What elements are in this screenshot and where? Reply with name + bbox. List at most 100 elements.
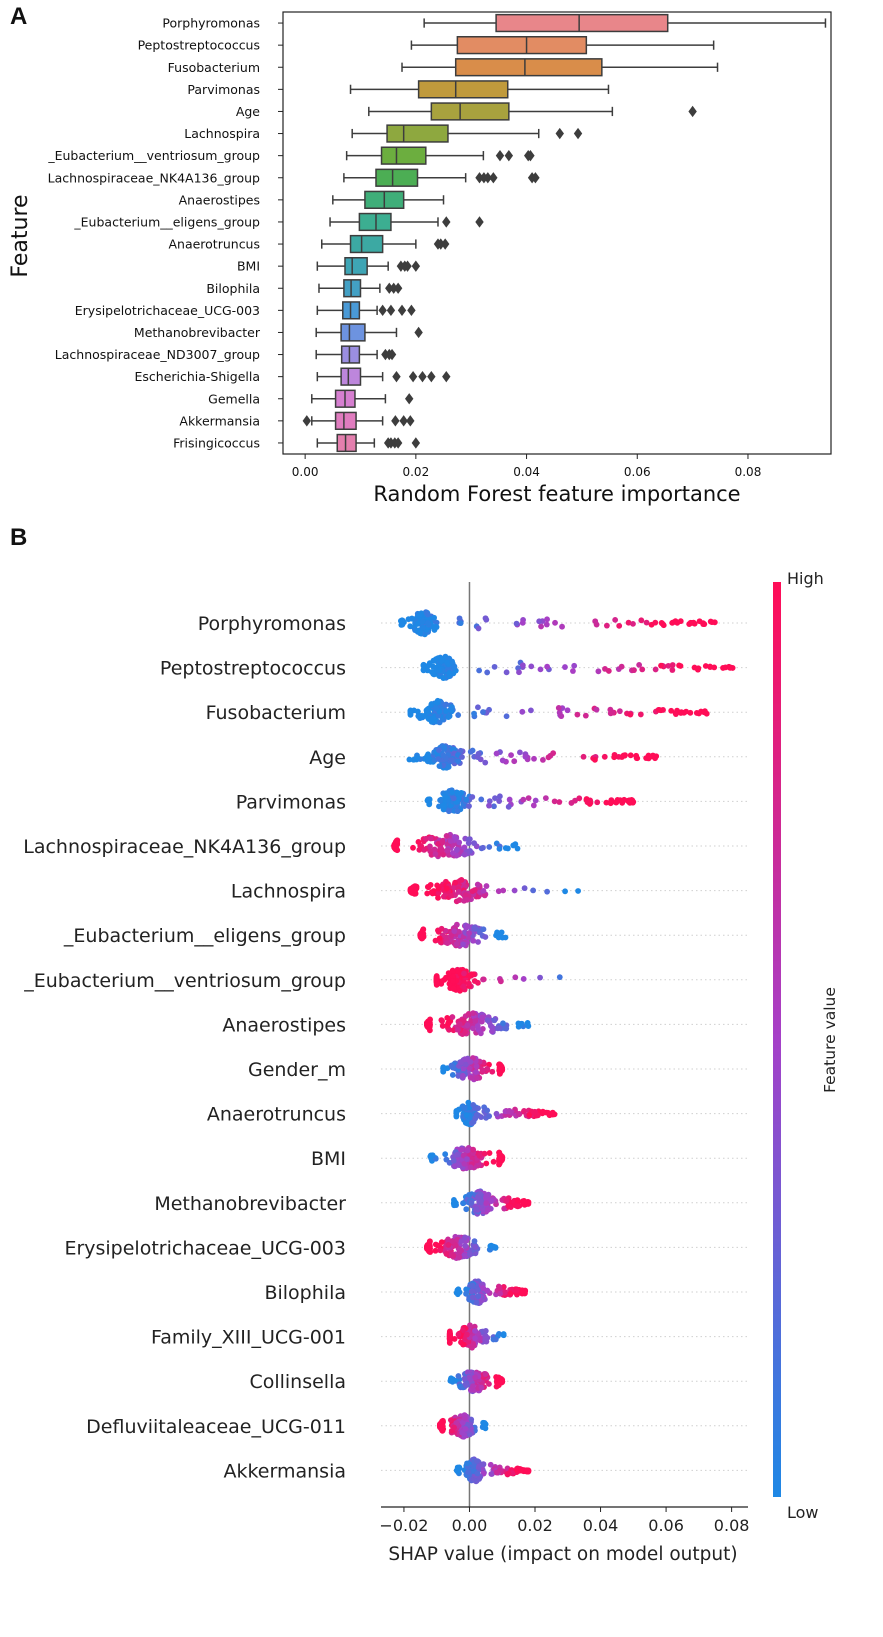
beeswarm-row-3 xyxy=(407,697,710,726)
shap-point xyxy=(392,843,398,849)
panel-a-letter: A xyxy=(10,3,27,30)
shap-point xyxy=(496,798,503,804)
shap-point xyxy=(609,709,616,716)
box-13 xyxy=(318,279,403,298)
shap-point xyxy=(445,808,452,815)
shap-point xyxy=(646,754,653,760)
shap-point xyxy=(475,979,481,986)
shap-point xyxy=(451,928,458,935)
shap-point xyxy=(472,1018,479,1024)
outlier-point xyxy=(407,304,416,317)
beeswarm-row-20 xyxy=(453,1456,532,1485)
shap-point xyxy=(492,1245,499,1251)
shap-point xyxy=(672,710,679,717)
shap-point xyxy=(656,706,663,713)
shap-point xyxy=(478,1199,485,1205)
shap-point xyxy=(515,1111,522,1118)
shap-point xyxy=(457,987,463,994)
shap-point xyxy=(633,752,640,759)
y-tick-label: Frisingicoccus xyxy=(173,435,260,450)
shap-point xyxy=(452,879,459,886)
shap-point xyxy=(448,757,455,764)
shap-point xyxy=(473,1069,479,1075)
shap-point xyxy=(427,835,434,842)
shap-point xyxy=(584,799,591,806)
shap-point xyxy=(652,619,659,626)
shap-point xyxy=(452,1242,459,1249)
shap-point xyxy=(445,1020,452,1027)
shap-point xyxy=(453,1420,460,1426)
shap-point xyxy=(499,757,506,764)
shap-point xyxy=(435,1242,441,1249)
shap-point xyxy=(407,623,414,630)
colorbar-title: Feature value xyxy=(821,987,839,1093)
box-16 xyxy=(315,345,397,364)
shap-point xyxy=(448,1062,455,1069)
shap-point xyxy=(444,847,451,854)
shap-point xyxy=(486,798,493,805)
x-tick-label: 0.08 xyxy=(714,1516,750,1535)
shap-point xyxy=(443,885,450,892)
shap-point xyxy=(498,929,505,936)
shap-point xyxy=(464,896,470,903)
outlier-point xyxy=(387,348,397,361)
shap-point xyxy=(601,753,608,760)
shap-point xyxy=(451,1424,457,1431)
shap-point xyxy=(420,624,426,631)
shap-point xyxy=(475,1463,482,1470)
shap-point xyxy=(481,892,488,899)
shap-point xyxy=(486,802,492,809)
shap-point xyxy=(417,713,424,719)
shap-point xyxy=(504,845,511,852)
shap-point xyxy=(433,705,440,712)
shap-point xyxy=(491,1017,498,1024)
shap-point xyxy=(442,794,449,801)
x-tick-label: 0.04 xyxy=(513,465,540,479)
panel-a-y-axis-title: Feature xyxy=(8,194,33,277)
shap-point xyxy=(439,802,446,809)
shap-point xyxy=(424,1245,430,1252)
shap-point xyxy=(424,758,431,765)
shap-point xyxy=(454,1151,461,1158)
outlier-point xyxy=(393,437,403,449)
shap-point xyxy=(461,1104,468,1111)
outlier-point xyxy=(495,149,505,162)
outlier-point xyxy=(688,105,697,118)
shap-point xyxy=(486,1113,493,1120)
shap-point xyxy=(677,618,684,625)
shap-point xyxy=(483,1338,490,1345)
box-7 xyxy=(345,146,535,165)
outlier-point xyxy=(406,415,415,427)
box-2 xyxy=(410,36,715,55)
shap-point xyxy=(432,1247,439,1254)
shap-point xyxy=(521,1199,528,1206)
shap-point xyxy=(677,663,684,669)
shap-point xyxy=(470,1341,477,1348)
shap-point xyxy=(520,976,527,982)
shap-point xyxy=(603,799,610,806)
box-12 xyxy=(316,257,421,276)
shap-point xyxy=(424,611,431,618)
shap-point xyxy=(472,1335,478,1342)
shap-point xyxy=(437,797,443,804)
shap-point xyxy=(612,616,619,623)
shap-point xyxy=(669,662,676,668)
box-body xyxy=(456,36,588,55)
shap-point xyxy=(407,707,414,714)
shap-point xyxy=(450,985,457,992)
shap-point xyxy=(652,666,659,673)
outlier-point xyxy=(483,172,493,184)
shap-point xyxy=(503,1197,510,1204)
shap-point xyxy=(472,1327,478,1334)
shap-point xyxy=(480,709,486,715)
shap-point xyxy=(496,1066,503,1073)
shap-point xyxy=(615,753,622,760)
shap-point xyxy=(458,1146,465,1153)
box-body xyxy=(349,234,384,254)
shap-point xyxy=(399,621,405,628)
shap-point xyxy=(467,748,474,755)
shap-point xyxy=(690,619,697,626)
shap-point xyxy=(570,668,576,674)
shap-point xyxy=(595,668,602,675)
shap-point xyxy=(468,1199,475,1206)
